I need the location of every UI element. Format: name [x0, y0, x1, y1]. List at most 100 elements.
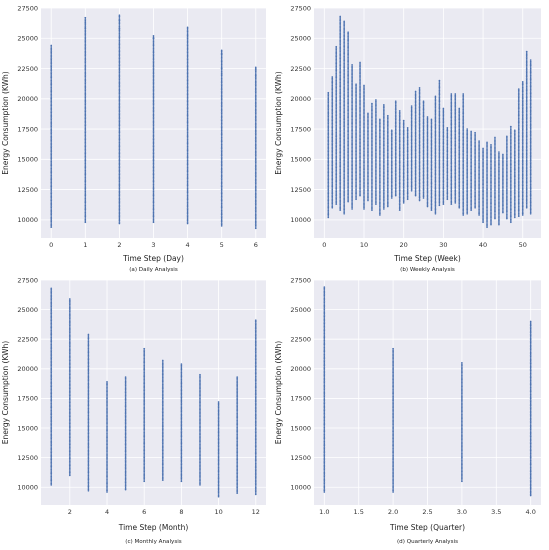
- data-point: [335, 199, 338, 201]
- data-point: [254, 168, 257, 171]
- data-point: [339, 108, 342, 110]
- data-point: [220, 87, 223, 90]
- data-point: [50, 106, 53, 108]
- data-point: [84, 140, 87, 142]
- data-point: [254, 130, 257, 133]
- data-point: [220, 80, 223, 83]
- data-point: [152, 183, 155, 186]
- data-point: [186, 47, 189, 50]
- data-point: [118, 148, 121, 151]
- data-point: [50, 220, 53, 223]
- data-point: [152, 217, 155, 219]
- data-point: [50, 139, 53, 142]
- data-point: [327, 146, 330, 149]
- data-point: [335, 111, 338, 114]
- data-point: [152, 110, 155, 113]
- data-point: [186, 32, 189, 34]
- data-point: [331, 108, 334, 111]
- data-point: [50, 212, 53, 214]
- data-point: [339, 87, 342, 89]
- data-point: [335, 82, 338, 85]
- data-point: [118, 212, 121, 215]
- data-point: [343, 149, 346, 152]
- data-point: [335, 68, 338, 71]
- data-point: [186, 117, 189, 120]
- data-point: [84, 134, 87, 137]
- data-point: [254, 153, 257, 155]
- data-point: [186, 81, 189, 83]
- data-point: [335, 203, 338, 205]
- data-point: [118, 135, 121, 138]
- data-point: [339, 172, 342, 175]
- data-point: [186, 197, 189, 200]
- data-point: [220, 91, 223, 94]
- data-point: [118, 82, 121, 85]
- data-point: [335, 182, 338, 184]
- data-point: [343, 144, 346, 146]
- data-point: [347, 144, 349, 147]
- data-point: [339, 52, 342, 54]
- data-point: [220, 53, 223, 55]
- data-point: [327, 185, 330, 188]
- data-point: [84, 72, 87, 75]
- data-point: [347, 199, 349, 202]
- data-point: [343, 130, 346, 132]
- y-tick-label: 25000: [290, 35, 311, 43]
- data-point: [343, 59, 346, 62]
- data-point: [254, 135, 257, 137]
- data-point: [339, 185, 342, 188]
- data-point: [335, 62, 338, 65]
- data-point: [254, 196, 257, 199]
- data-point: [343, 146, 346, 149]
- data-point: [84, 117, 87, 120]
- data-point: [398, 110, 401, 112]
- data-point: [339, 178, 342, 181]
- x-tick-label: 6: [254, 241, 258, 249]
- data-point: [339, 90, 342, 92]
- data-point: [327, 111, 330, 114]
- data-point: [339, 18, 342, 21]
- data-point: [84, 169, 87, 172]
- data-point: [118, 43, 121, 46]
- y-tick-label: 17500: [17, 125, 38, 133]
- data-point: [343, 68, 346, 70]
- data-point: [84, 172, 87, 175]
- data-point: [347, 182, 349, 185]
- data-point: [418, 87, 421, 89]
- data-point: [118, 156, 121, 159]
- data-point: [343, 194, 346, 197]
- data-point: [186, 62, 189, 65]
- data-point: [152, 133, 155, 135]
- data-point: [118, 204, 121, 207]
- data-point: [220, 63, 223, 66]
- data-point: [186, 46, 189, 48]
- data-point: [152, 107, 155, 110]
- data-point: [220, 201, 223, 203]
- data-point: [339, 191, 342, 193]
- data-point: [186, 211, 189, 214]
- data-point: [327, 139, 330, 142]
- data-point: [152, 162, 155, 165]
- data-point: [186, 37, 189, 40]
- data-point: [84, 144, 87, 147]
- data-point: [371, 102, 373, 105]
- data-point: [254, 191, 257, 193]
- data-point: [343, 96, 346, 99]
- data-point: [254, 95, 257, 98]
- data-point: [331, 80, 334, 83]
- data-point: [339, 151, 342, 154]
- data-point: [343, 90, 346, 93]
- data-point: [50, 163, 53, 166]
- data-point: [50, 122, 53, 125]
- x-tick-label: 4: [186, 241, 190, 249]
- data-point: [331, 85, 334, 88]
- data-point: [84, 203, 87, 205]
- y-tick-label: 25000: [17, 35, 38, 43]
- data-point: [327, 157, 330, 160]
- data-point: [254, 203, 257, 206]
- data-point: [118, 172, 121, 175]
- data-point: [50, 219, 53, 221]
- data-point: [220, 157, 223, 160]
- data-point: [186, 116, 189, 118]
- data-point: [118, 169, 121, 172]
